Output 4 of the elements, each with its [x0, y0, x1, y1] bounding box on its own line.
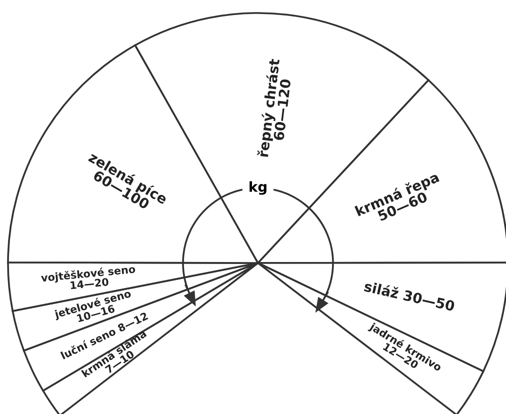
- slice-label: siláž 30—50: [364, 280, 456, 312]
- slice-label: řepný chrást 60—120: [256, 58, 291, 158]
- text: kg: [250, 181, 266, 195]
- slice-label: vojtěškové seno 14—20: [40, 264, 136, 290]
